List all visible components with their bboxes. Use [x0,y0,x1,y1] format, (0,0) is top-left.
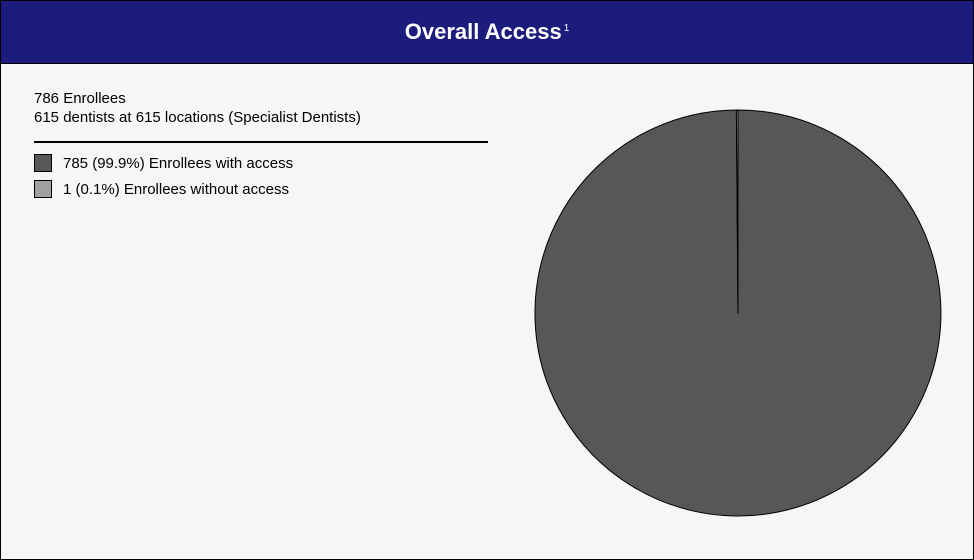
legend-label-with-access: 785 (99.9%) Enrollees with access [63,154,294,172]
chart-info: 786 Enrollees 615 dentists at 615 locati… [34,89,361,127]
pie-chart [534,109,942,517]
title-footnote-mark: 1 [563,22,570,34]
legend-label-without-access: 1 (0.1%) Enrollees without access [63,180,289,198]
dentist-count: 615 dentists at 615 locations (Specialis… [34,109,361,126]
legend-swatch-without-access [34,180,52,198]
enrollee-count: 786 Enrollees [34,90,126,107]
chart-title: Overall Access [404,19,562,44]
chart-header: Overall Access 1 [1,1,973,64]
legend-swatch-with-access [34,154,52,172]
pie-slice-without-access [735,109,739,314]
info-divider [34,141,488,143]
legend-item-without-access: 1 (0.1%) Enrollees without access [34,179,293,199]
legend-item-with-access: 785 (99.9%) Enrollees with access [34,153,293,173]
chart-legend: 785 (99.9%) Enrollees with access 1 (0.1… [34,153,293,205]
